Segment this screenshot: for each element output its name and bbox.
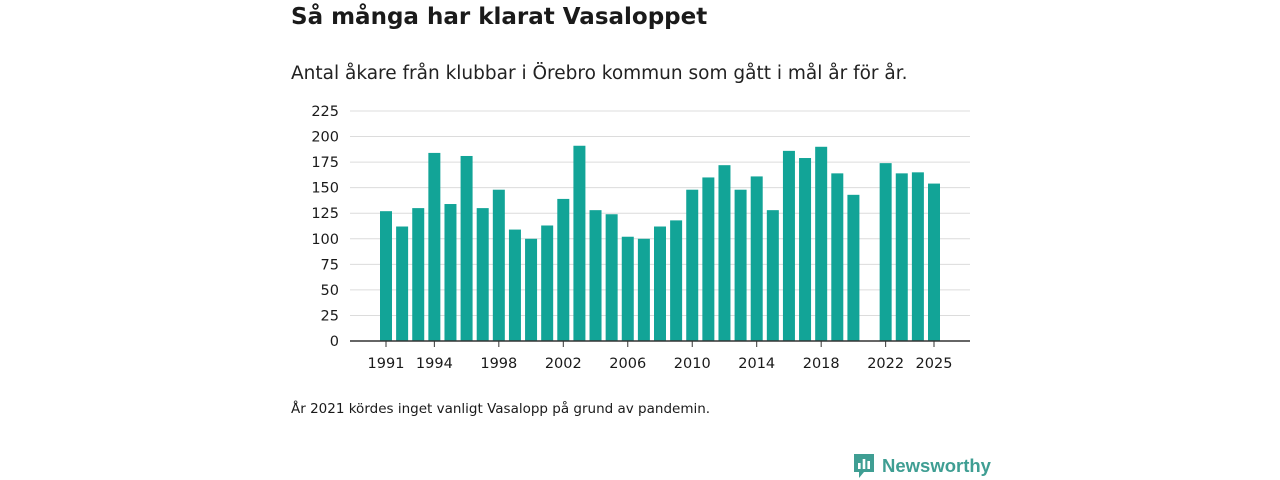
bar xyxy=(589,210,602,341)
bar xyxy=(831,173,844,341)
bars xyxy=(380,145,940,341)
y-tick-label: 100 xyxy=(311,232,339,248)
bar-chart-speech-bubble-icon xyxy=(854,454,874,478)
bar xyxy=(895,173,908,341)
y-tick-label: 25 xyxy=(321,308,339,324)
bar xyxy=(508,229,521,341)
bar xyxy=(412,208,425,341)
bar xyxy=(670,220,683,341)
bar xyxy=(428,152,441,341)
y-tick-label: 75 xyxy=(321,257,339,273)
y-axis-ticks: 0 25 50 75 100 125 150 175 200 225 xyxy=(311,104,339,350)
bar xyxy=(557,198,570,341)
bar xyxy=(815,146,828,341)
bar xyxy=(928,183,940,341)
x-tick-label: 1994 xyxy=(416,356,453,372)
bar xyxy=(460,155,473,341)
chart-subtitle: Antal åkare från klubbar i Örebro kommun… xyxy=(291,63,908,84)
bar xyxy=(911,172,924,341)
bar xyxy=(444,204,457,341)
bar xyxy=(702,177,715,341)
x-tick-label: 1998 xyxy=(480,356,517,372)
bar xyxy=(525,238,538,341)
bar xyxy=(799,158,812,341)
x-tick-label: 1991 xyxy=(368,356,405,372)
bar xyxy=(766,210,779,341)
bar xyxy=(718,165,731,341)
brand-name: Newsworthy xyxy=(882,455,991,476)
bar xyxy=(750,176,763,341)
bar xyxy=(621,236,634,341)
footnote: År 2021 kördes inget vanligt Vasalopp på… xyxy=(291,401,711,417)
bar xyxy=(476,208,489,341)
y-tick-label: 125 xyxy=(311,206,339,222)
y-tick-label: 225 xyxy=(311,104,339,120)
y-tick-label: 200 xyxy=(311,130,339,146)
bar xyxy=(396,226,409,341)
bar xyxy=(573,145,586,341)
x-tick-label: 2018 xyxy=(803,356,840,372)
y-tick-label: 175 xyxy=(311,155,339,171)
x-tick-label: 2006 xyxy=(609,356,646,372)
x-tick-label: 2022 xyxy=(867,356,904,372)
bar xyxy=(637,238,650,341)
bar xyxy=(879,163,892,341)
bar xyxy=(605,214,618,341)
y-tick-label: 0 xyxy=(330,334,339,350)
x-tick-label: 2010 xyxy=(674,356,711,372)
bar xyxy=(541,225,554,341)
bar xyxy=(654,226,666,341)
bar xyxy=(847,194,860,341)
bar xyxy=(492,189,505,341)
y-tick-label: 150 xyxy=(311,181,339,197)
bar xyxy=(380,211,392,341)
y-tick-label: 50 xyxy=(321,283,339,299)
chart-title: Så många har klarat Vasaloppet xyxy=(291,4,708,30)
x-tick-label: 2025 xyxy=(916,356,953,372)
x-tick-label: 2002 xyxy=(545,356,582,372)
brand-logo: Newsworthy xyxy=(852,452,991,480)
bar xyxy=(782,150,795,341)
bar xyxy=(686,189,699,341)
x-axis-ticks: 1991 1994 1998 2002 2006 2010 2014 2018 2022 2025 xyxy=(368,341,953,372)
bar xyxy=(734,189,747,341)
x-tick-label: 2014 xyxy=(738,356,775,372)
